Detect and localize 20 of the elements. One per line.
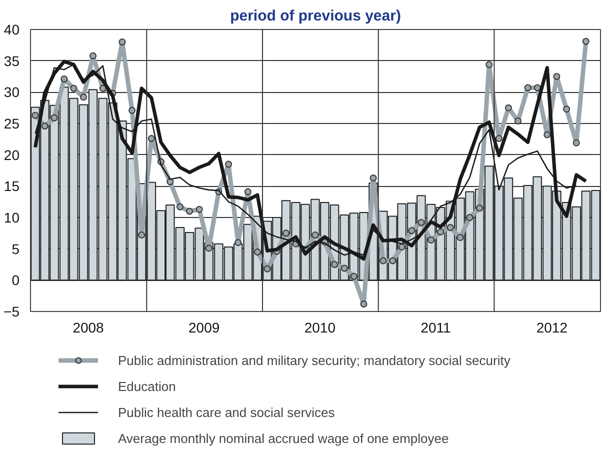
y-tick-label: 10 (4, 210, 20, 226)
y-tick-label: 30 (4, 84, 20, 100)
y-tick-label: 35 (4, 52, 20, 69)
legend-label: Education (118, 378, 176, 396)
y-tick-label: 5 (12, 240, 20, 257)
legend-label: Average monthly nominal accrued wage of one employee (118, 430, 449, 448)
y-tick-label: 40 (4, 22, 20, 38)
x-tick-label: 2011 (420, 320, 452, 336)
x-tick-label: 2009 (188, 320, 220, 336)
x-tick-label: 2010 (304, 320, 336, 336)
y-tick-label: 20 (4, 146, 20, 163)
x-tick-label: 2012 (536, 320, 568, 336)
y-tick-label: 25 (4, 116, 20, 132)
legend-label: Public health care and social services (118, 404, 335, 422)
y-tick-label: 15 (4, 178, 20, 194)
legend-label: Public administration and military security; mandatory social security (118, 352, 510, 370)
x-tick-label: 2008 (72, 320, 104, 336)
chart-title: period of previous year) (230, 8, 401, 24)
y-tick-label: −5 (4, 304, 20, 320)
y-tick-label: 0 (12, 272, 20, 288)
